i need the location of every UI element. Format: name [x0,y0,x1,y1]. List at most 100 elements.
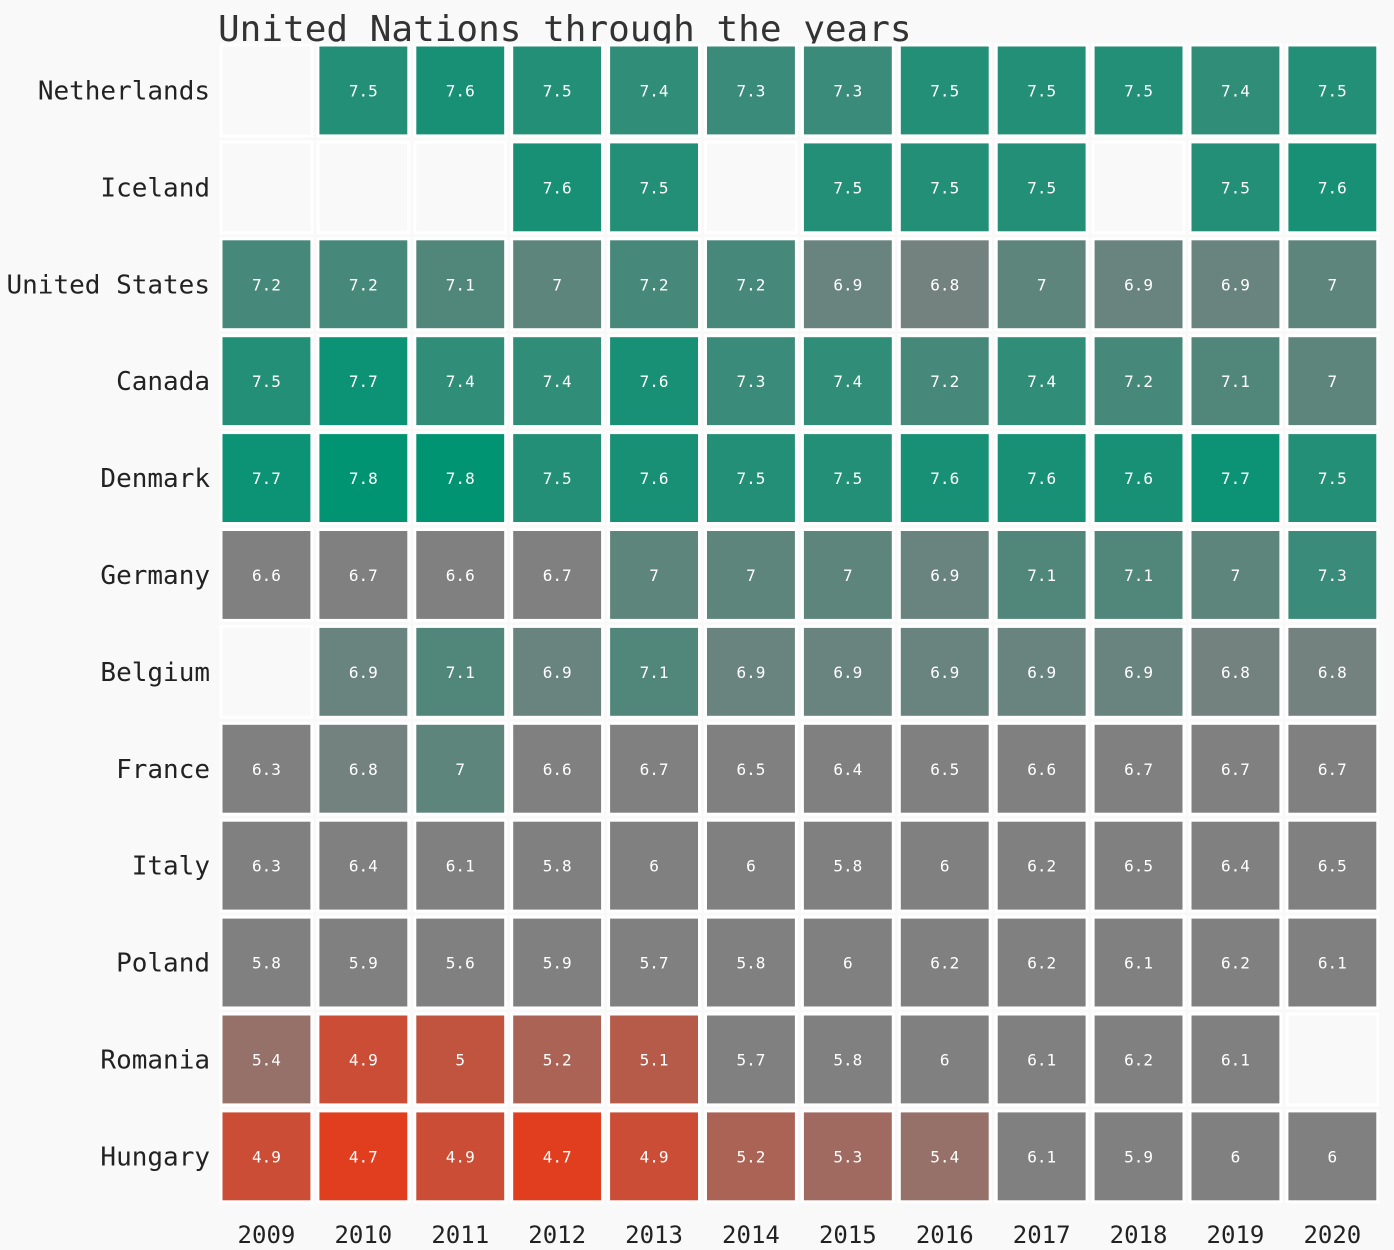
cell-value-label: 7.6 [930,469,959,488]
heatmap-cell [897,431,992,526]
heatmap-cell [800,915,895,1010]
heatmap-cell [1188,43,1283,138]
cell-value-label: 5.1 [640,1050,669,1069]
heatmap-cell [1091,334,1186,429]
cell-value-label: 7.5 [833,178,862,197]
cell-value-label: 7 [1037,275,1047,294]
heatmap-cell [219,140,314,235]
heatmap-cell [219,721,314,816]
cell-value-label: 5.7 [736,1050,765,1069]
cell-value-label: 7.7 [252,469,281,488]
heatmap-cell [897,1109,992,1204]
heatmap-cell [1285,431,1380,526]
heatmap-cell [219,528,314,622]
heatmap-cell [413,237,508,332]
heatmap-cell [607,431,701,526]
cell-value-label: 5 [455,1050,465,1069]
cell-value-label: 7.5 [543,81,572,100]
heatmap-cell [994,43,1089,138]
heatmap-cell [510,721,605,816]
cell-value-label: 5.8 [736,954,765,973]
cell-value-label: 5.8 [833,857,862,876]
heatmap-cell [1188,721,1283,816]
heatmap-cell [607,915,701,1010]
y-tick-label: France [116,755,210,785]
heatmap-cell [897,818,992,913]
heatmap-cell [1091,237,1186,332]
cell-value-label: 6.7 [349,566,378,585]
cell-value-label: 6.9 [833,663,862,682]
cell-value-label: 7.5 [1221,178,1250,197]
cell-value-label: 7.6 [1124,469,1153,488]
heatmap-cell [219,43,314,138]
heatmap-cell [994,431,1089,526]
cell-value-label: 7.5 [1124,81,1153,100]
heatmap-cell [413,915,508,1010]
cell-value-label: 7.6 [640,372,669,391]
heatmap-cell [219,624,314,719]
cell-value-label: 7.4 [833,372,862,391]
chart-title: United Nations through the years [218,9,912,50]
cell-value-label: 6.7 [640,760,669,779]
heatmap-cell [413,818,508,913]
cell-value-label: 6.1 [1027,1050,1056,1069]
cell-value-label: 6.5 [1318,857,1347,876]
cell-value-label: 6.1 [1221,1050,1250,1069]
heatmap-cell [510,818,605,913]
cell-value-label: 7.7 [1221,469,1250,488]
y-tick-label: Italy [132,852,210,882]
cell-value-label: 7 [649,566,659,585]
heatmap-cell [897,334,992,429]
heatmap-cell [800,431,895,526]
heatmap-cell [219,915,314,1010]
cell-value-label: 7.5 [1027,178,1056,197]
cell-value-label: 4.9 [446,1147,475,1166]
cell-value-label: 7 [746,566,756,585]
cell-value-label: 6.1 [1027,1147,1056,1166]
heatmap-cell [316,624,411,719]
cell-value-label: 5.8 [833,1050,862,1069]
x-tick-label: 2017 [1013,1221,1071,1249]
heatmap-cell [413,334,508,429]
heatmap-cell [1285,237,1380,332]
heatmap-cell [897,1012,992,1107]
cell-value-label: 5.2 [736,1147,765,1166]
heatmap-cell [413,431,508,526]
cell-value-label: 7.2 [252,275,281,294]
cell-value-label: 5.4 [930,1147,959,1166]
y-tick-label: Poland [116,949,210,979]
heatmap-cell [800,721,895,816]
cell-value-label: 6.6 [1027,760,1056,779]
x-tick-label: 2012 [528,1221,586,1249]
heatmap-cell [1285,818,1380,913]
cell-value-label: 7.8 [446,469,475,488]
heatmap-cell [994,818,1089,913]
heatmap-cell [219,1012,314,1107]
heatmap-cell [413,43,508,138]
heatmap-cell [704,528,798,622]
heatmap-cell [607,43,701,138]
x-tick-label: 2010 [334,1221,392,1249]
cell-value-label: 7.4 [446,372,475,391]
heatmap-cell [1091,140,1186,235]
cell-value-label: 7.6 [543,178,572,197]
cell-value-label: 6.1 [1124,954,1153,973]
heatmap-cell [316,721,411,816]
cell-value-label: 6.2 [1221,954,1250,973]
heatmap-cell [1188,818,1283,913]
cell-value-label: 7.2 [1124,372,1153,391]
cell-value-label: 6.8 [1318,663,1347,682]
x-tick-label: 2016 [916,1221,974,1249]
cell-value-label: 6 [843,954,853,973]
cell-value-label: 6.9 [349,663,378,682]
x-tick-label: 2015 [819,1221,877,1249]
cell-value-label: 7.5 [349,81,378,100]
cell-value-label: 7.5 [736,469,765,488]
heatmap-cell [1091,1109,1186,1204]
cell-value-label: 7.2 [736,275,765,294]
heatmap-cell [704,1012,798,1107]
cell-value-label: 4.9 [252,1147,281,1166]
cell-value-label: 7.3 [833,81,862,100]
heatmap-cell [510,1109,605,1204]
cell-value-label: 7 [1328,275,1338,294]
